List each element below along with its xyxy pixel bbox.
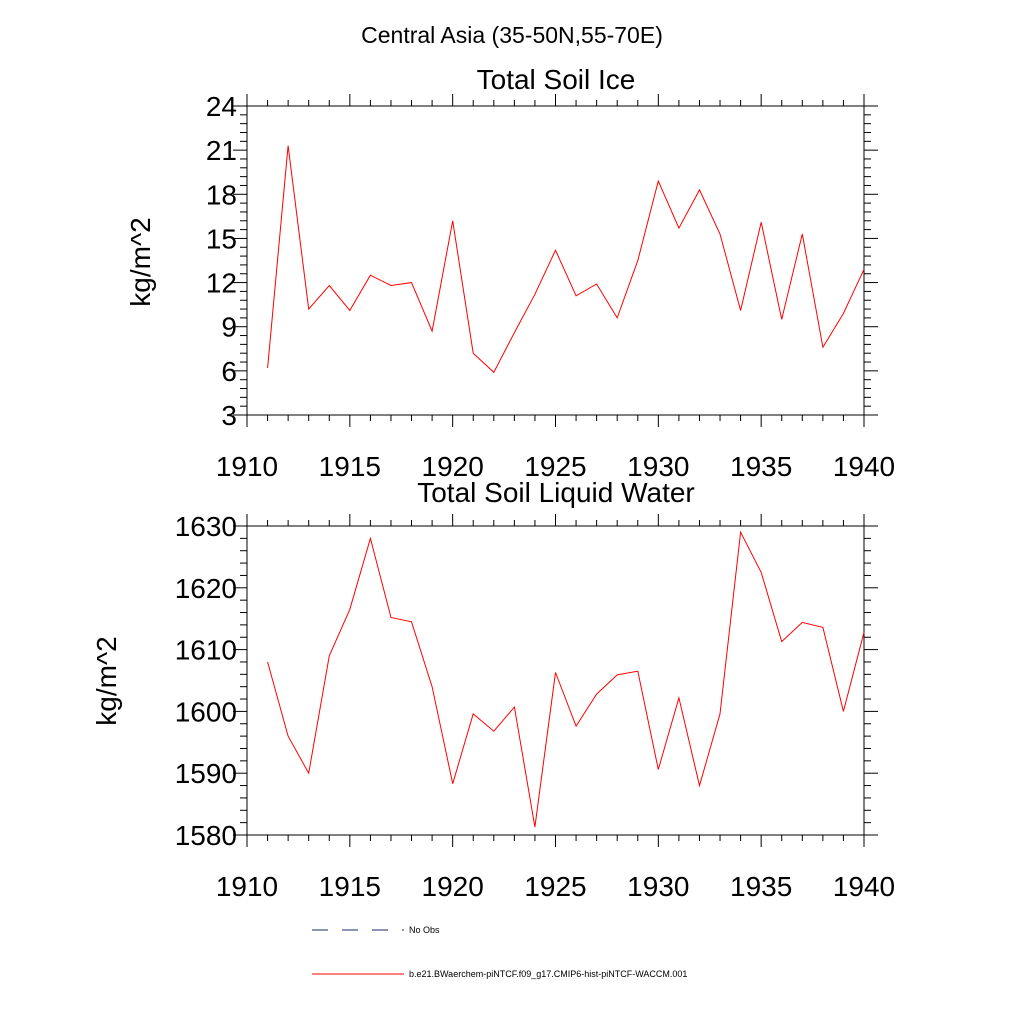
x-tick-label: 1910 <box>216 871 278 902</box>
y-tick-label: 1630 <box>175 511 237 542</box>
y-tick-label: 6 <box>221 356 237 387</box>
axis-ticks <box>233 94 878 427</box>
y-tick-label: 12 <box>206 268 237 299</box>
x-tick-label: 1910 <box>216 451 278 482</box>
plot-frame <box>246 525 865 836</box>
legend-item-model-run: b.e21.BWaerchem-piNTCF.f09_g17.CMIP6-his… <box>312 969 687 979</box>
x-tick-label: 1940 <box>833 871 895 902</box>
x-tick-label: 1915 <box>319 451 381 482</box>
x-tick-label: 1930 <box>627 871 689 902</box>
x-tick-label: 1935 <box>730 871 792 902</box>
y-axis-label: kg/m^2 <box>125 217 156 306</box>
y-tick-label: 24 <box>206 91 237 122</box>
y-tick-label: 1580 <box>175 820 237 851</box>
axis-ticks <box>233 514 878 847</box>
y-tick-label: 1600 <box>175 696 237 727</box>
x-tick-label: 1940 <box>833 451 895 482</box>
legend-label: b.e21.BWaerchem-piNTCF.f09_g17.CMIP6-his… <box>409 969 687 979</box>
y-tick-label: 1620 <box>175 573 237 604</box>
y-tick-label: 21 <box>206 135 237 166</box>
plot-frame <box>246 105 865 416</box>
y-tick-label: 1610 <box>175 635 237 666</box>
series-line <box>267 145 865 374</box>
x-tick-label: 1920 <box>422 871 484 902</box>
panel-title: Total Soil Liquid Water <box>417 477 695 508</box>
figure-title: Central Asia (35-50N,55-70E) <box>361 22 663 48</box>
tick-labels: 1910 1915 1920 1925 1930 1935 1940 3 6 9 12 15 18 21 2… <box>206 91 895 482</box>
soil-liquid-water-panel: Total Soil Liquid Water kg/m^2 1910 1915 1… <box>91 477 895 902</box>
legend: No Obs b.e21.BWaerchem-piNTCF.f09_g17.CM… <box>312 925 687 979</box>
legend-label: No Obs <box>409 925 440 935</box>
y-tick-label: 15 <box>206 223 237 254</box>
y-tick-label: 3 <box>221 400 237 431</box>
panel-title: Total Soil Ice <box>477 64 636 95</box>
series-group <box>267 145 865 374</box>
x-tick-label: 1915 <box>319 871 381 902</box>
y-axis-label: kg/m^2 <box>91 636 122 725</box>
x-tick-label: 1930 <box>627 451 689 482</box>
y-tick-label: 9 <box>221 312 237 343</box>
x-tick-label: 1925 <box>524 871 586 902</box>
y-tick-label: 18 <box>206 179 237 210</box>
soil-ice-panel: Total Soil Ice kg/m^2 1910 1915 1920 1925 19… <box>125 64 895 482</box>
tick-labels: 1910 1915 1920 1925 1930 1935 1940 1580 1590 1600… <box>175 511 895 902</box>
series-group <box>267 530 865 828</box>
series-line <box>267 530 865 828</box>
x-tick-label: 1920 <box>422 451 484 482</box>
x-tick-label: 1935 <box>730 451 792 482</box>
y-tick-label: 1590 <box>175 758 237 789</box>
legend-item-no-obs: No Obs <box>312 925 440 935</box>
x-tick-label: 1925 <box>524 451 586 482</box>
